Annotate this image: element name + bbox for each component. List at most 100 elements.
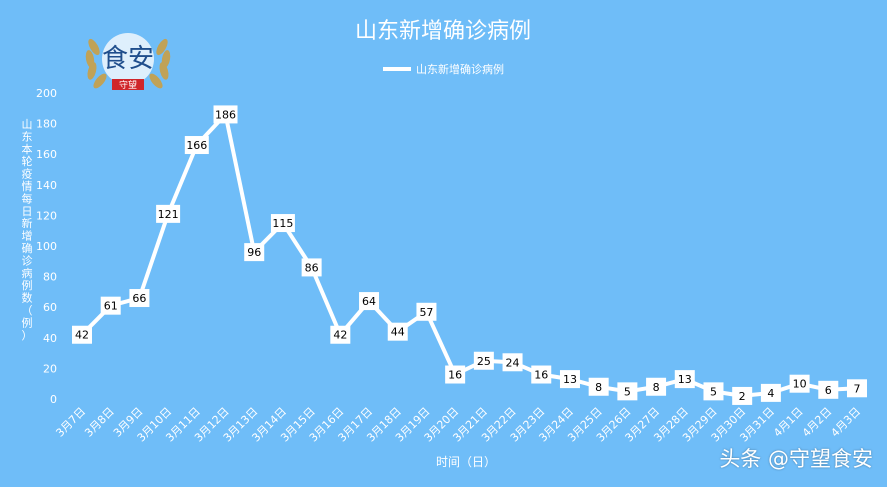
y-axis-label-char: 新 bbox=[22, 216, 33, 230]
y-axis-label-char: 病 bbox=[22, 266, 33, 280]
data-point-marker bbox=[646, 377, 667, 396]
data-label: 13 bbox=[674, 370, 695, 389]
data-label: 86 bbox=[301, 258, 322, 277]
data-point-marker bbox=[502, 353, 523, 372]
data-label: 10 bbox=[789, 374, 810, 393]
y-axis-label-char: 例 bbox=[22, 278, 33, 292]
data-label-text: 5 bbox=[710, 385, 717, 398]
y-tick-label: 80 bbox=[43, 271, 57, 284]
x-tick-label: 4月2日 bbox=[800, 405, 835, 440]
legend: 山东新增确诊病例 bbox=[383, 62, 504, 76]
data-label-text: 44 bbox=[391, 326, 405, 339]
y-axis-label-char: 日 bbox=[22, 205, 33, 218]
x-axis-label: 时间（日） bbox=[436, 455, 496, 469]
data-label-text: 2 bbox=[739, 390, 746, 403]
data-label-text: 16 bbox=[534, 369, 548, 382]
data-label: 57 bbox=[416, 302, 437, 321]
y-axis-label-char: 山 bbox=[22, 118, 33, 131]
y-tick-label: 180 bbox=[36, 118, 57, 131]
data-label-text: 4 bbox=[767, 387, 774, 400]
data-label-text: 13 bbox=[563, 373, 577, 386]
data-label: 7 bbox=[847, 379, 867, 398]
data-label: 2 bbox=[732, 386, 753, 405]
y-axis-label-char: 增 bbox=[22, 229, 33, 243]
data-point-marker bbox=[847, 379, 867, 398]
data-point-marker bbox=[416, 302, 437, 321]
logo-text: 食安 bbox=[102, 44, 154, 74]
data-label-text: 115 bbox=[272, 217, 293, 230]
data-point-marker bbox=[789, 374, 810, 393]
data-point-marker bbox=[184, 136, 209, 155]
data-label-text: 6 bbox=[825, 384, 832, 397]
y-axis-label-char: 诊 bbox=[22, 253, 33, 267]
data-label-text: 42 bbox=[333, 329, 347, 342]
data-label: 121 bbox=[156, 204, 181, 223]
data-label-text: 96 bbox=[247, 246, 261, 259]
data-label-text: 24 bbox=[506, 356, 520, 369]
data-point-marker bbox=[213, 105, 238, 124]
data-label-text: 64 bbox=[362, 295, 376, 308]
y-axis-label-char: （ bbox=[22, 304, 33, 317]
y-tick-label: 200 bbox=[36, 87, 57, 100]
data-label: 5 bbox=[703, 382, 724, 401]
data-label-text: 66 bbox=[132, 292, 146, 305]
y-tick-label: 60 bbox=[43, 301, 57, 314]
y-axis-label-char: 情 bbox=[22, 180, 33, 193]
data-label: 16 bbox=[445, 365, 466, 384]
y-axis-label-char: ） bbox=[22, 329, 33, 342]
data-label: 6 bbox=[818, 380, 839, 399]
data-label-text: 166 bbox=[186, 139, 207, 152]
watermark: 头条 @守望食安 bbox=[719, 447, 873, 471]
data-label-text: 42 bbox=[75, 329, 89, 342]
y-axis-label-char: 本 bbox=[22, 142, 33, 156]
data-label: 115 bbox=[270, 214, 295, 233]
data-label: 166 bbox=[184, 136, 209, 155]
data-point-marker bbox=[100, 296, 121, 315]
data-point-marker bbox=[760, 383, 781, 402]
data-point-marker bbox=[301, 258, 322, 277]
data-label: 44 bbox=[387, 322, 408, 341]
data-point-marker bbox=[359, 292, 380, 311]
data-label: 61 bbox=[100, 296, 121, 315]
chart-title: 山东新增确诊病例 bbox=[355, 19, 531, 44]
data-point-marker bbox=[387, 322, 408, 341]
data-label: 8 bbox=[588, 377, 609, 396]
data-label-text: 25 bbox=[477, 355, 491, 368]
data-label-text: 86 bbox=[305, 261, 319, 274]
data-point-marker bbox=[674, 370, 695, 389]
data-point-marker bbox=[244, 243, 265, 262]
y-tick-label: 0 bbox=[50, 393, 57, 406]
logo-badge: 守望 bbox=[119, 79, 137, 91]
data-label: 186 bbox=[213, 105, 238, 124]
data-point-marker bbox=[129, 289, 150, 308]
x-axis: 3月7日3月8日3月9日3月10日3月11日3月12日3月13日3月14日3月1… bbox=[53, 405, 863, 445]
y-axis: 0 20 40 60 80 100 120 140 160 180 200 bbox=[36, 87, 57, 406]
y-tick-label: 40 bbox=[43, 332, 57, 345]
data-label-text: 61 bbox=[104, 300, 118, 313]
data-point-marker bbox=[473, 351, 494, 370]
data-point-marker bbox=[617, 382, 638, 401]
y-tick-label: 100 bbox=[36, 240, 57, 253]
data-label-text: 5 bbox=[624, 385, 631, 398]
y-axis-label-char: 数 bbox=[22, 292, 33, 305]
x-tick-label: 3月8日 bbox=[82, 405, 117, 440]
data-point-marker bbox=[270, 214, 295, 233]
data-label: 16 bbox=[531, 365, 552, 384]
y-axis-label-char: 轮 bbox=[22, 154, 33, 168]
data-label: 24 bbox=[502, 353, 523, 372]
data-label-text: 57 bbox=[419, 306, 433, 319]
data-label-text: 121 bbox=[158, 208, 179, 221]
data-label-text: 13 bbox=[678, 373, 692, 386]
x-tick-label: 4月1日 bbox=[771, 405, 806, 440]
data-label-text: 10 bbox=[793, 378, 807, 391]
data-label: 96 bbox=[244, 243, 265, 262]
data-label: 66 bbox=[129, 289, 150, 308]
y-tick-label: 160 bbox=[36, 148, 57, 161]
legend-label: 山东新增确诊病例 bbox=[416, 62, 504, 76]
x-tick-label: 3月7日 bbox=[53, 405, 88, 440]
data-label-text: 8 bbox=[595, 381, 602, 394]
